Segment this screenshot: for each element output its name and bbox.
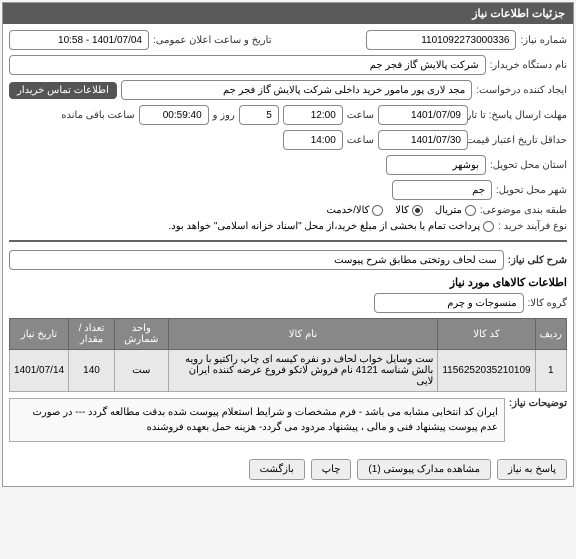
td-code: 1156252035210109	[438, 350, 535, 392]
th-name: نام کالا	[168, 319, 438, 350]
back-button[interactable]: بازگشت	[249, 459, 305, 480]
contact-info-button[interactable]: اطلاعات تماس خریدار	[9, 82, 117, 99]
city-field: جم	[392, 180, 492, 200]
header-title: جزئیات اطلاعات نیاز	[472, 8, 565, 20]
th-code: کد کالا	[438, 319, 535, 350]
remaining-field: 00:59:40	[139, 105, 209, 125]
footer-buttons: پاسخ به نیاز مشاهده مدارک پیوستی (1) چاپ…	[3, 453, 573, 486]
announce-date-field: 1401/07/04 - 10:58	[9, 30, 149, 50]
notes-label: توضیحات نیاز:	[509, 398, 567, 409]
deadline-date-field: 1401/07/09	[378, 105, 468, 125]
deadline-time-field: 12:00	[283, 105, 343, 125]
table-row: 1 1156252035210109 ست وسایل خواب لحاف دو…	[10, 350, 567, 392]
validity-time-field: 14:00	[283, 130, 343, 150]
radio-icon	[483, 221, 494, 232]
th-unit: واحد شمارش	[114, 319, 168, 350]
group-label: گروه کالا:	[528, 298, 567, 309]
items-table: ردیف کد کالا نام کالا واحد شمارش تعداد /…	[9, 318, 567, 392]
days-field: 5	[239, 105, 279, 125]
category-label: طبقه بندی موضوعی:	[480, 205, 567, 216]
th-date: تاریخ نیاز	[10, 319, 69, 350]
attachments-button[interactable]: مشاهده مدارک پیوستی (1)	[357, 459, 491, 480]
announce-date-label: تاریخ و ساعت اعلان عمومی:	[153, 35, 272, 46]
td-index: 1	[535, 350, 566, 392]
respond-button[interactable]: پاسخ به نیاز	[497, 459, 567, 480]
notes-box: ایران کد انتخابی مشابه می باشد - فرم مشخ…	[9, 398, 505, 442]
province-label: استان محل تحویل:	[490, 160, 567, 171]
table-header-row: ردیف کد کالا نام کالا واحد شمارش تعداد /…	[10, 319, 567, 350]
divider	[9, 240, 567, 242]
process-option[interactable]: پرداخت تمام یا بخشی از مبلغ خرید،از محل …	[169, 221, 495, 232]
desc-label: شرح کلی نیاز:	[508, 255, 567, 266]
td-name: ست وسایل خواب لحاف دو نفره کیسه ای چاپ ر…	[168, 350, 438, 392]
process-label: نوع فرآیند خرید :	[498, 221, 567, 232]
deadline-label: مهلت ارسال پاسخ: تا تاریخ:	[472, 110, 567, 121]
panel-header: جزئیات اطلاعات نیاز	[3, 3, 573, 24]
category-radios: متریال کالا کالا/خدمت	[326, 205, 475, 216]
days-label: روز و	[213, 110, 235, 121]
td-date: 1401/07/14	[10, 350, 69, 392]
validity-time-label: ساعت	[347, 135, 374, 146]
buyer-label: نام دستگاه خریدار:	[490, 60, 567, 71]
validity-label: حداقل تاریخ اعتبار قیمت: تا تاریخ:	[472, 135, 567, 146]
group-field: منسوجات و چرم	[374, 293, 524, 313]
radio-material[interactable]: متریال	[435, 205, 476, 216]
need-number-label: شماره نیاز:	[520, 35, 567, 46]
th-qty: تعداد / مقدار	[69, 319, 115, 350]
need-number-field: 1101092273000336	[366, 30, 516, 50]
creator-field: مجد لاری پور مامور خرید داخلی شرکت پالای…	[121, 80, 472, 100]
radio-service[interactable]: کالا/خدمت	[326, 205, 383, 216]
desc-field: ست لحاف روتختی مطابق شرح پیوست	[9, 250, 504, 270]
city-label: شهر محل تحویل:	[496, 185, 567, 196]
th-index: ردیف	[535, 319, 566, 350]
radio-icon-checked	[412, 205, 423, 216]
validity-date-field: 1401/07/30	[378, 130, 468, 150]
print-button[interactable]: چاپ	[311, 459, 352, 480]
buyer-field: شرکت پالایش گاز فجر جم	[9, 55, 486, 75]
deadline-time-label: ساعت	[347, 110, 374, 121]
td-unit: ست	[114, 350, 168, 392]
td-qty: 140	[69, 350, 115, 392]
province-field: بوشهر	[386, 155, 486, 175]
items-section-label: اطلاعات کالاهای مورد نیاز	[9, 276, 567, 289]
radio-goods[interactable]: کالا	[395, 205, 423, 216]
radio-icon	[465, 205, 476, 216]
creator-label: ایجاد کننده درخواست:	[476, 85, 567, 96]
radio-icon	[372, 205, 383, 216]
remaining-label: ساعت باقی مانده	[61, 110, 134, 121]
